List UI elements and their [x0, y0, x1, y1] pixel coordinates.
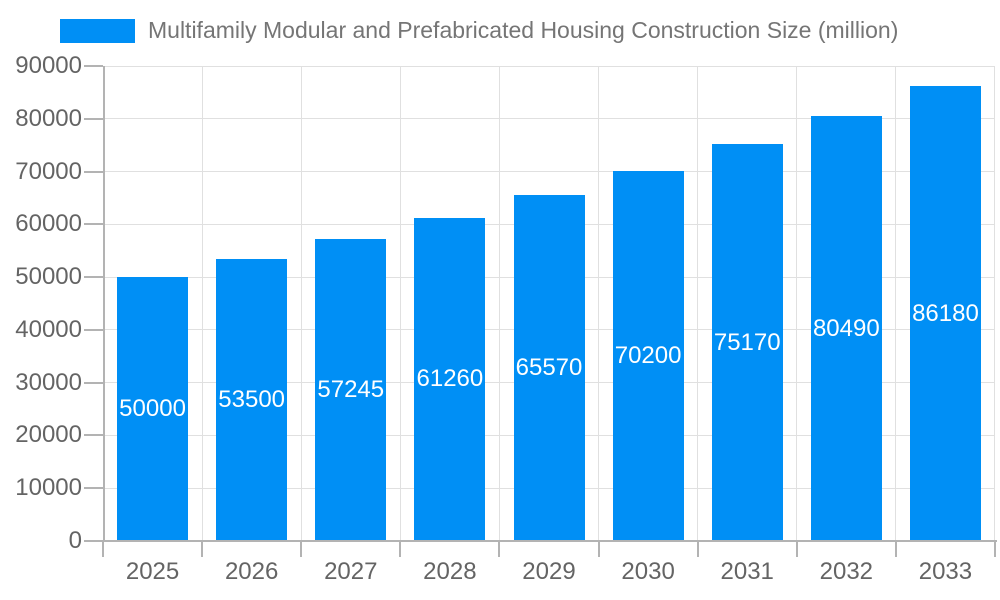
x-tick [994, 541, 996, 557]
bar-value-label: 57245 [317, 375, 385, 403]
x-gridline [498, 66, 500, 541]
x-gridline [399, 66, 401, 541]
x-tick [795, 541, 798, 557]
legend-label: Multifamily Modular and Prefabricated Ho… [148, 17, 899, 43]
y-tick [84, 328, 103, 331]
y-tick-label: 20000 [15, 421, 82, 449]
bar-value-label: 80490 [812, 314, 880, 342]
y-tick-label: 80000 [15, 104, 82, 132]
y-tick [84, 117, 103, 120]
y-tick-label: 0 [68, 527, 82, 554]
bar-value-label: 86180 [912, 299, 979, 327]
bar-value-label: 75170 [713, 328, 781, 356]
x-tick [498, 541, 501, 557]
bar-value-label: 65570 [515, 353, 583, 381]
y-gridline [103, 171, 995, 173]
bar[interactable]: 65570 [513, 194, 585, 541]
x-gridline [598, 66, 600, 541]
y-tick-label: 60000 [15, 210, 82, 238]
x-tick [696, 541, 699, 557]
bar-value-label: 53500 [218, 385, 286, 413]
bar[interactable]: 75170 [711, 144, 783, 541]
bar[interactable]: 70200 [612, 170, 684, 541]
bar[interactable]: 86180 [909, 86, 981, 541]
x-tick-label: 2031 [720, 558, 774, 585]
x-gridline [697, 66, 699, 541]
x-gridline [201, 66, 203, 541]
y-tick [84, 223, 103, 226]
y-tick [84, 170, 103, 173]
y-tick [84, 381, 103, 384]
x-tick-label: 2028 [423, 558, 477, 585]
y-tick [84, 540, 103, 542]
x-gridline [895, 66, 897, 541]
y-tick-label: 10000 [15, 474, 82, 502]
x-tick-label: 2032 [819, 558, 874, 585]
bar[interactable]: 61260 [414, 217, 486, 541]
bar-value-label: 50000 [119, 395, 186, 423]
x-tick-label: 2029 [522, 558, 576, 585]
y-tick-label: 30000 [15, 368, 82, 396]
y-tick-label: 90000 [15, 52, 82, 79]
x-tick [102, 541, 104, 557]
bar-value-label: 70200 [614, 341, 682, 369]
x-axis-line [103, 540, 997, 542]
y-axis-line [103, 66, 105, 541]
x-tick-label: 2030 [621, 558, 675, 585]
y-tick-label: 50000 [15, 263, 82, 291]
x-tick [201, 541, 204, 557]
y-tick [84, 276, 103, 279]
y-tick [84, 65, 103, 67]
bar[interactable]: 80490 [810, 116, 882, 541]
y-tick [84, 487, 103, 490]
legend-item[interactable]: Multifamily Modular and Prefabricated Ho… [60, 17, 898, 44]
legend-swatch [60, 18, 135, 43]
x-gridline [993, 66, 995, 541]
x-tick-label: 2025 [125, 558, 180, 585]
x-tick-label: 2026 [224, 558, 279, 585]
x-tick [894, 541, 897, 557]
plot-area: 50000 53500 57245 61260 65570 70200 75170 80490… [103, 65, 995, 541]
y-gridline [103, 65, 995, 67]
y-tick [84, 434, 103, 437]
x-tick [300, 541, 303, 557]
bar[interactable]: 53500 [216, 258, 288, 541]
x-tick [399, 541, 402, 557]
x-tick-label: 2033 [918, 558, 973, 585]
x-gridline [300, 66, 302, 541]
bar[interactable]: 57245 [315, 238, 387, 541]
x-tick-label: 2027 [324, 558, 378, 585]
y-tick-label: 70000 [15, 157, 82, 185]
x-tick [597, 541, 600, 557]
y-gridline [103, 118, 995, 120]
x-gridline [796, 66, 798, 541]
bar[interactable]: 50000 [117, 277, 189, 541]
bar-value-label: 61260 [416, 365, 484, 393]
y-tick-label: 40000 [15, 315, 82, 343]
